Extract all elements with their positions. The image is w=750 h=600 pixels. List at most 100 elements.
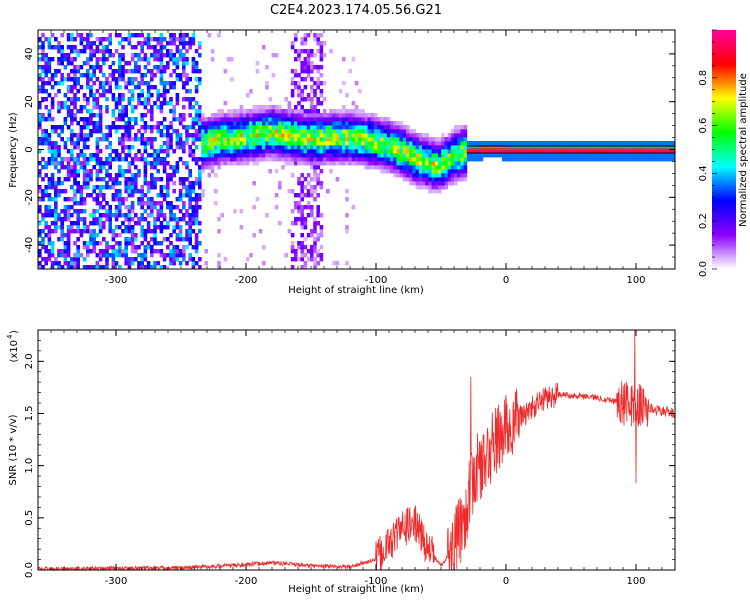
heatmap-cell	[210, 125, 215, 130]
heatmap-cell	[172, 105, 176, 110]
heatmap-cell	[47, 257, 52, 262]
heatmap-cell	[562, 153, 567, 158]
heatmap-cell	[194, 241, 199, 246]
heatmap-cell	[399, 173, 404, 178]
heatmap-cell	[230, 161, 234, 166]
heatmap-cell	[473, 157, 477, 162]
heatmap-cell	[316, 213, 320, 218]
x-tick-label: 0	[503, 275, 509, 286]
heatmap-cell	[450, 145, 455, 150]
heatmap-cell	[63, 205, 68, 210]
heatmap-cell	[188, 181, 192, 186]
heatmap-cell	[124, 157, 128, 162]
heatmap-cell	[646, 157, 650, 162]
heatmap-cell	[271, 153, 276, 158]
heatmap-cell	[76, 97, 80, 102]
heatmap-cell	[406, 173, 410, 178]
heatmap-cell	[82, 97, 87, 102]
heatmap-cell	[402, 129, 407, 134]
heatmap-cell	[57, 69, 61, 74]
heatmap-cell	[143, 101, 148, 106]
heatmap-cell	[82, 145, 87, 150]
heatmap-cell	[310, 233, 314, 238]
heatmap-cell	[76, 33, 80, 38]
heatmap-cell	[390, 141, 394, 146]
heatmap-cell	[178, 253, 183, 258]
heatmap-cell	[108, 145, 112, 150]
heatmap-cell	[422, 173, 426, 178]
heatmap-cell	[300, 129, 304, 134]
heatmap-cell	[623, 149, 628, 154]
heatmap-cell	[342, 157, 346, 162]
heatmap-cell	[156, 65, 160, 70]
heatmap-cell	[73, 201, 77, 206]
heatmap-cell	[166, 173, 170, 178]
heatmap-cell	[124, 61, 128, 66]
heatmap-cell	[300, 109, 304, 114]
heatmap-cell	[559, 149, 564, 154]
heatmap-cell	[114, 177, 119, 182]
heatmap-cell	[50, 173, 55, 178]
heatmap-cell	[146, 37, 151, 42]
heatmap-cell	[287, 157, 292, 162]
heatmap-cell	[396, 157, 400, 162]
heatmap-cell	[137, 57, 141, 62]
heatmap-cell	[303, 69, 308, 74]
heatmap-cell	[98, 117, 103, 122]
heatmap-cell	[351, 137, 356, 142]
heatmap-cell	[386, 129, 391, 134]
heatmap-cell	[303, 113, 308, 118]
heatmap-cell	[63, 253, 68, 258]
heatmap-cell	[620, 141, 624, 146]
heatmap-cell	[204, 129, 208, 134]
heatmap-cell	[127, 89, 132, 94]
heatmap-cell	[265, 113, 269, 118]
heatmap-cell	[441, 137, 445, 142]
heatmap-cell	[76, 137, 80, 142]
heatmap-cell	[124, 69, 128, 74]
heatmap-cell	[76, 133, 80, 138]
heatmap-cell	[303, 153, 308, 158]
heatmap-cell	[134, 177, 138, 182]
heatmap-cell	[111, 253, 116, 258]
heatmap-cell	[153, 237, 157, 242]
heatmap-cell	[185, 233, 189, 238]
heatmap-cell	[89, 113, 93, 118]
heatmap-cell	[60, 237, 64, 242]
heatmap-cell	[479, 157, 484, 162]
heatmap-cell	[374, 157, 378, 162]
heatmap-cell	[297, 129, 301, 134]
heatmap-cell	[191, 257, 196, 262]
heatmap-cell	[82, 93, 87, 98]
heatmap-cell	[252, 137, 256, 142]
heatmap-cell	[271, 149, 276, 154]
heatmap-cell	[54, 181, 58, 186]
heatmap-cell	[175, 257, 180, 262]
heatmap-cell	[601, 141, 605, 146]
heatmap-cell	[210, 149, 215, 154]
heatmap-cell	[194, 121, 199, 126]
heatmap-cell	[294, 133, 298, 138]
heatmap-cell	[390, 157, 394, 162]
heatmap-cell	[262, 261, 266, 266]
heatmap-cell	[57, 253, 61, 258]
heatmap-cell	[143, 249, 148, 254]
heatmap-cell	[342, 137, 346, 142]
heatmap-cell	[319, 245, 324, 250]
heatmap-cell	[306, 145, 311, 150]
heatmap-cell	[450, 161, 455, 166]
heatmap-cell	[172, 85, 176, 90]
heatmap-cell	[66, 61, 71, 66]
heatmap-cell	[530, 149, 535, 154]
heatmap-cell	[121, 141, 125, 146]
heatmap-cell	[124, 125, 128, 130]
heatmap-cell	[114, 193, 119, 198]
heatmap-cell	[338, 133, 343, 138]
heatmap-cell	[89, 57, 93, 62]
heatmap-cell	[319, 129, 324, 134]
heatmap-cell	[447, 181, 452, 186]
heatmap-cell	[98, 225, 103, 230]
heatmap-cell	[252, 121, 256, 126]
heatmap-cell	[508, 141, 512, 146]
heatmap-cell	[162, 117, 167, 122]
